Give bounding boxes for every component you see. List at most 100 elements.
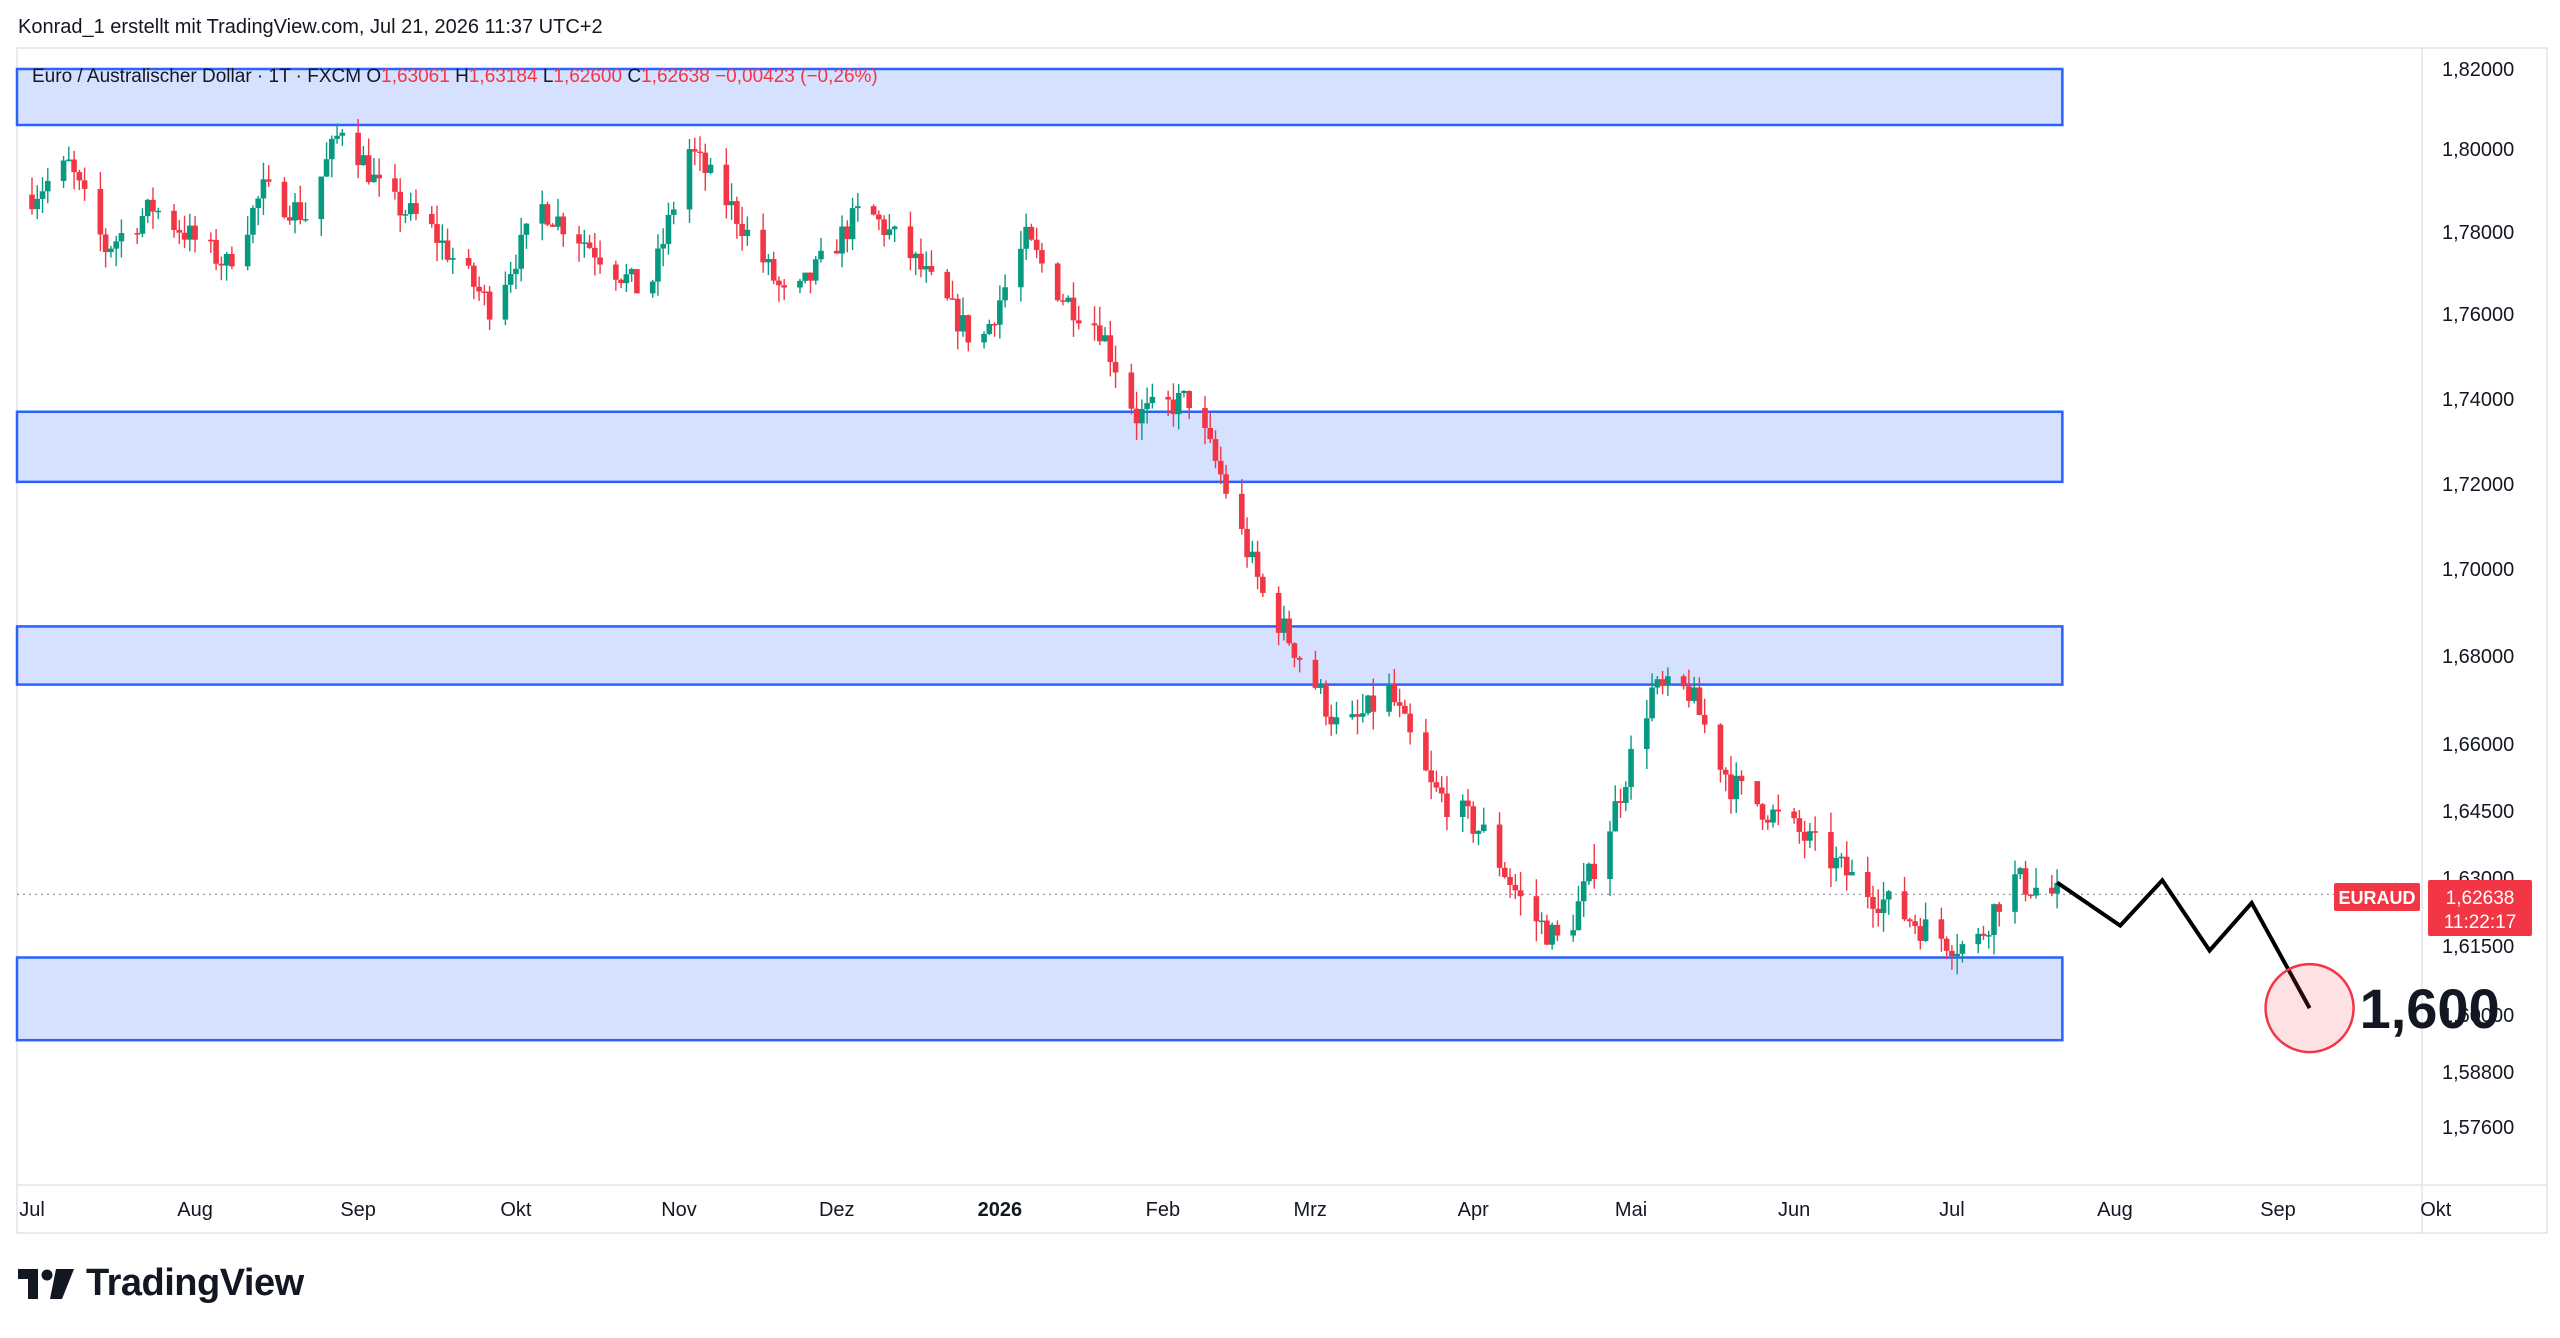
candle-body-43 xyxy=(339,132,346,136)
candle-body-216 xyxy=(1617,801,1624,803)
candle-body-160 xyxy=(1207,427,1214,440)
candle-body-103 xyxy=(781,285,787,288)
candle-body-249 xyxy=(1864,872,1871,898)
candle-body-4 xyxy=(60,160,67,181)
candle-body-167 xyxy=(1254,551,1261,577)
price-tick-label: 1,80000 xyxy=(2442,139,2514,161)
candle-body-37 xyxy=(297,202,304,220)
candle-body-155 xyxy=(1170,399,1177,415)
time-tick-label: 2026 xyxy=(978,1199,1023,1221)
candle-body-27 xyxy=(223,253,230,266)
candle-body-2 xyxy=(39,191,46,199)
price-axis[interactable]: 1,82000 1,80000 1,78000 1,76000 1,74000 1,720… xyxy=(2442,59,2514,1139)
candle-body-126 xyxy=(954,298,961,332)
candle-body-237 xyxy=(1770,809,1776,823)
candle-body-10 xyxy=(102,234,109,253)
candle-body-268 xyxy=(1996,904,2003,912)
candle-body-217 xyxy=(1622,787,1629,803)
candle-body-225 xyxy=(1686,686,1692,701)
candle-body-97 xyxy=(739,223,745,236)
candle-body-174 xyxy=(1312,659,1319,688)
candle-body-152 xyxy=(1144,403,1150,409)
price-tick-label: 1,58800 xyxy=(2442,1062,2514,1084)
candle-body-184 xyxy=(1386,684,1392,712)
candle-body-180 xyxy=(1354,714,1361,717)
candle-body-169 xyxy=(1275,592,1282,633)
candle-body-210 xyxy=(1575,901,1582,931)
candle-body-29 xyxy=(244,234,251,267)
candle-body-30 xyxy=(250,207,256,235)
candle-body-143 xyxy=(1075,320,1082,324)
candle-body-209 xyxy=(1570,930,1576,936)
legend-high-value: 1,63184 xyxy=(468,66,538,87)
candle-body-65 xyxy=(507,274,514,285)
candle-body-269 xyxy=(2012,874,2018,912)
candle-body-22 xyxy=(187,225,193,240)
projection-layer: 1,600 xyxy=(2055,877,2500,1054)
candle-body-107 xyxy=(812,259,819,281)
candle-body-72 xyxy=(555,216,561,227)
candle-body-94 xyxy=(723,164,730,206)
candle-body-61 xyxy=(476,286,482,292)
tradingview-brand[interactable]: TradingView xyxy=(18,1262,304,1305)
candle-body-134 xyxy=(1018,248,1024,288)
candle-body-25 xyxy=(213,239,219,264)
candle-body-14 xyxy=(134,233,140,235)
zone-2 xyxy=(15,410,2064,484)
time-tick-label: Okt xyxy=(500,1199,532,1221)
candle-body-175 xyxy=(1317,684,1324,688)
candle-body-71 xyxy=(549,224,556,227)
candle-body-188 xyxy=(1407,713,1413,733)
candle-body-203 xyxy=(1517,890,1524,897)
candle-body-99 xyxy=(760,229,766,263)
candle-body-190 xyxy=(1428,770,1434,783)
candle-body-112 xyxy=(849,208,856,240)
candle-body-258 xyxy=(1922,919,1929,941)
candle-body-7 xyxy=(76,172,83,181)
candle-body-32 xyxy=(260,179,267,199)
tradingview-logo-icon xyxy=(18,1268,74,1299)
candle-body-6 xyxy=(71,159,77,173)
candle-body-116 xyxy=(881,219,887,236)
candle-body-120 xyxy=(912,253,919,259)
candle-body-232 xyxy=(1733,775,1740,800)
candle-body-133 xyxy=(1002,287,1008,301)
candle-body-206 xyxy=(1544,920,1550,945)
candle-body-149 xyxy=(1128,372,1135,409)
candle-body-219 xyxy=(1644,718,1650,749)
candle-body-176 xyxy=(1323,684,1329,717)
candle-body-80 xyxy=(618,279,624,284)
price-tick-label: 1,82000 xyxy=(2442,59,2514,81)
candle-body-200 xyxy=(1502,867,1508,878)
legend-open-value: 1,63061 xyxy=(381,66,450,87)
candle-body-60 xyxy=(471,265,477,287)
candle-body-185 xyxy=(1391,684,1398,703)
candle-body-40 xyxy=(323,159,330,177)
time-tick-label: Mai xyxy=(1615,1199,1647,1221)
candle-body-101 xyxy=(770,258,777,281)
candle-body-166 xyxy=(1249,551,1256,558)
time-tick-label: Mrz xyxy=(1294,1199,1327,1221)
candle-body-227 xyxy=(1696,687,1703,715)
candle-body-223 xyxy=(1665,676,1671,686)
legend-high-label: H xyxy=(455,66,469,87)
candle-body-81 xyxy=(623,274,630,284)
candle-body-165 xyxy=(1244,528,1250,558)
candle-body-163 xyxy=(1223,474,1229,494)
candle-body-5 xyxy=(66,159,72,162)
candle-body-241 xyxy=(1801,831,1808,841)
candle-body-164 xyxy=(1239,493,1245,529)
candle-body-150 xyxy=(1133,408,1140,424)
zone-3 xyxy=(15,625,2064,686)
candle-body-13 xyxy=(118,233,125,242)
candle-body-36 xyxy=(292,202,298,221)
candle-body-250 xyxy=(1870,897,1876,909)
time-axis[interactable]: Jul Aug Sep Okt Nov Dez 2026 Feb Mrz Apr Mai Jun Jul… xyxy=(19,1199,2452,1221)
candle-body-129 xyxy=(981,333,987,343)
candle-body-271 xyxy=(2022,868,2029,895)
candle-body-64 xyxy=(502,284,509,320)
candle-body-201 xyxy=(1507,877,1513,885)
candle-body-48 xyxy=(376,174,382,179)
candle-body-76 xyxy=(586,242,593,248)
